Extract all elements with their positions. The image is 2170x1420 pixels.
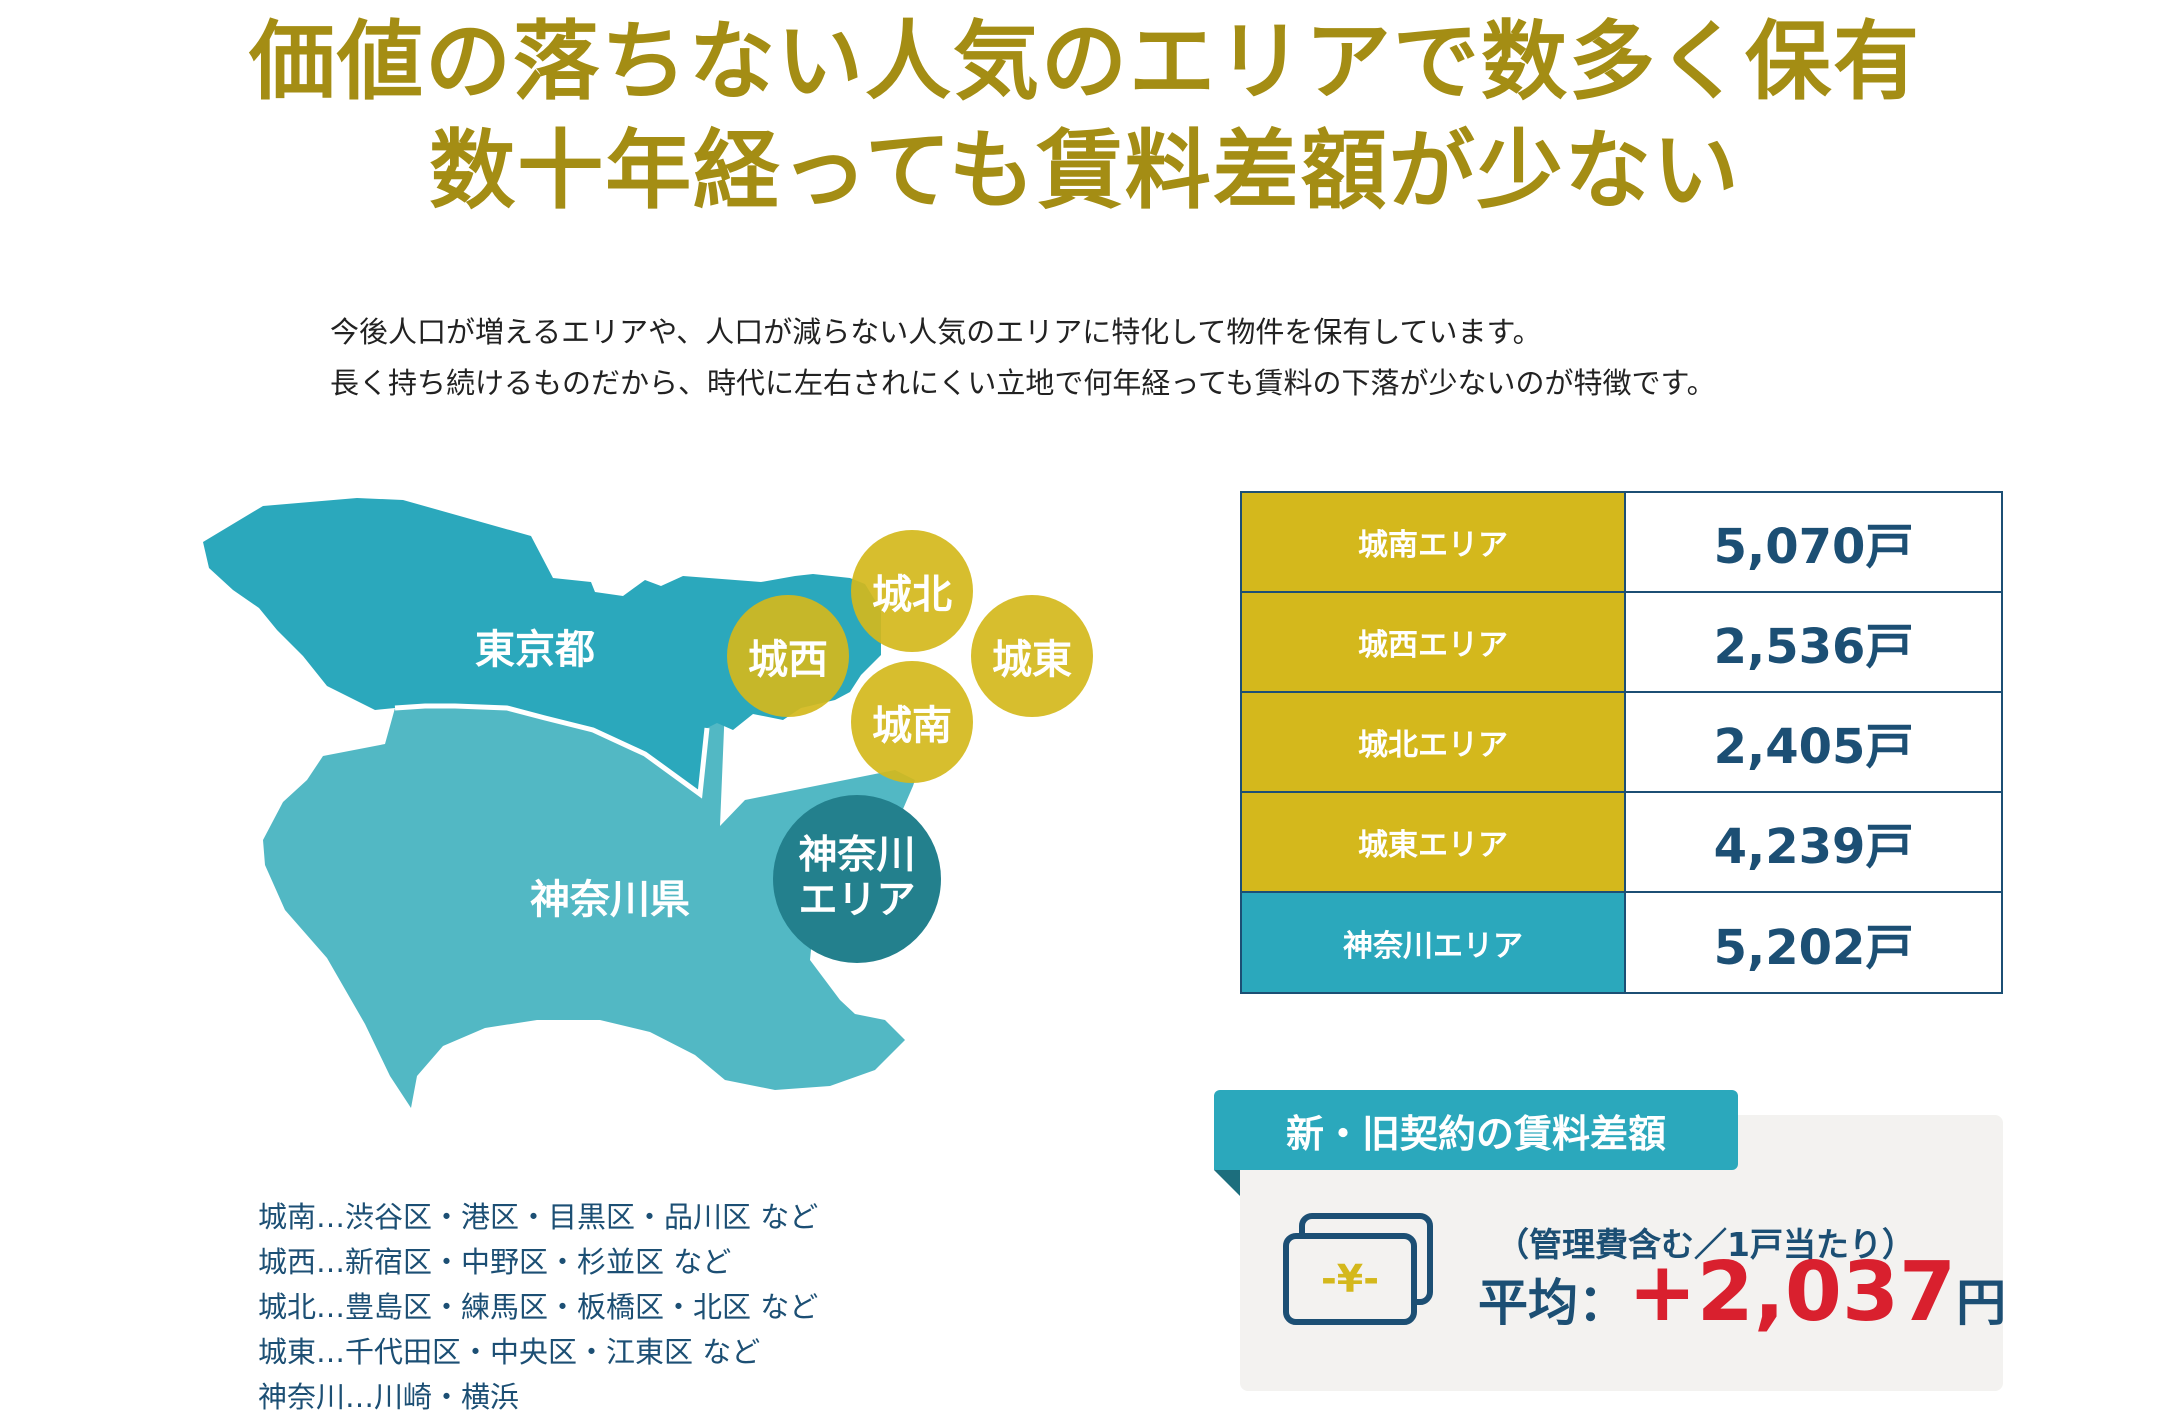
kanagawa-circle-line-1: 神奈川 <box>798 833 916 879</box>
district-item-johoku: 城北…豊島区・練馬区・板橋区・北区 など <box>258 1290 819 1324</box>
table-row: 神奈川エリア 5,202戸 <box>1242 893 2001 992</box>
area-name-cell: 城西エリア <box>1242 593 1626 691</box>
area-name-cell: 城東エリア <box>1242 793 1626 891</box>
rent-diff-tab: 新・旧契約の賃料差額 <box>1214 1090 1738 1170</box>
district-item-kanagawa: 神奈川…川崎・横浜 <box>258 1380 520 1414</box>
table-row: 城北エリア 2,405戸 <box>1242 693 2001 793</box>
jonan-circle-label: 城南 <box>872 703 952 749</box>
district-item-jonan: 城南…渋谷区・港区・目黒区・品川区 など <box>258 1200 819 1234</box>
table-row: 城東エリア 4,239戸 <box>1242 793 2001 893</box>
average-label: 平均： <box>1478 1274 1628 1332</box>
lead-line-2: 長く持ち続けるものだから、時代に左右されにくい立地で何年経っても賃料の下落が少な… <box>330 366 1716 400</box>
area-map: 東京都 神奈川県 城北 城西 城東 城南 神奈川 エリア <box>185 480 1135 1160</box>
area-name-cell: 城南エリア <box>1242 493 1626 591</box>
units-table: 城南エリア 5,070戸 城西エリア 2,536戸 城北エリア 2,405戸 城… <box>1240 491 2003 994</box>
district-item-josai: 城西…新宿区・中野区・杉並区 など <box>258 1245 732 1279</box>
area-name-cell: 城北エリア <box>1242 693 1626 791</box>
kanagawa-region <box>263 705 915 1108</box>
yen-bill-svg: -¥- <box>1283 1213 1433 1325</box>
units-value-cell: 4,239戸 <box>1713 819 1914 875</box>
rent-note: （管理費含む／1戸当たり） <box>1496 1225 1915 1264</box>
kanagawa-area-circle: 神奈川 エリア <box>773 795 941 963</box>
units-value-cell: 2,536戸 <box>1713 619 1914 675</box>
kanagawa-circle-line-2: エリア <box>798 878 916 923</box>
table-row: 城西エリア 2,536戸 <box>1242 593 2001 693</box>
joto-circle-label: 城東 <box>992 637 1072 683</box>
map-shapes <box>203 498 915 1108</box>
average-value: +2,037 <box>1628 1245 1957 1340</box>
headline-line-1: 価値の落ちない人気のエリアで数多く保有 <box>249 12 1921 112</box>
units-value-cell: 5,070戸 <box>1713 519 1914 575</box>
yen-bill-icon: -¥- <box>1280 1210 1440 1334</box>
rent-tab-fold <box>1214 1170 1240 1196</box>
area-name-cell: 神奈川エリア <box>1242 893 1626 992</box>
josai-circle: 城西 <box>727 595 849 717</box>
joto-circle: 城東 <box>971 595 1093 717</box>
josai-circle-label: 城西 <box>748 637 828 683</box>
units-value-cell: 2,405戸 <box>1713 719 1914 775</box>
prefecture-border <box>394 703 710 799</box>
headline-line-2: 数十年経っても賃料差額が少ない <box>429 121 1741 221</box>
yen-symbol: -¥- <box>1321 1257 1379 1301</box>
tokyo-region <box>203 498 881 794</box>
table-row: 城南エリア 5,070戸 <box>1242 493 2001 593</box>
rent-average: 平均：+2,037円 <box>1478 1252 2006 1334</box>
johoku-circle-label: 城北 <box>872 572 952 618</box>
jonan-circle: 城南 <box>851 661 973 783</box>
johoku-circle: 城北 <box>851 530 973 652</box>
lead-line-1: 今後人口が増えるエリアや、人口が減らない人気のエリアに特化して物件を保有していま… <box>330 315 1542 349</box>
district-list: 城南…渋谷区・港区・目黒区・品川区 など 城西…新宿区・中野区・杉並区 など 城… <box>258 1195 818 1420</box>
kanagawa-label: 神奈川県 <box>530 877 690 923</box>
units-value-cell: 5,202戸 <box>1713 919 1914 976</box>
average-unit: 円 <box>1956 1274 2007 1332</box>
district-item-joto: 城東…千代田区・中央区・江東区 など <box>258 1335 761 1369</box>
tokyo-label: 東京都 <box>475 627 595 673</box>
